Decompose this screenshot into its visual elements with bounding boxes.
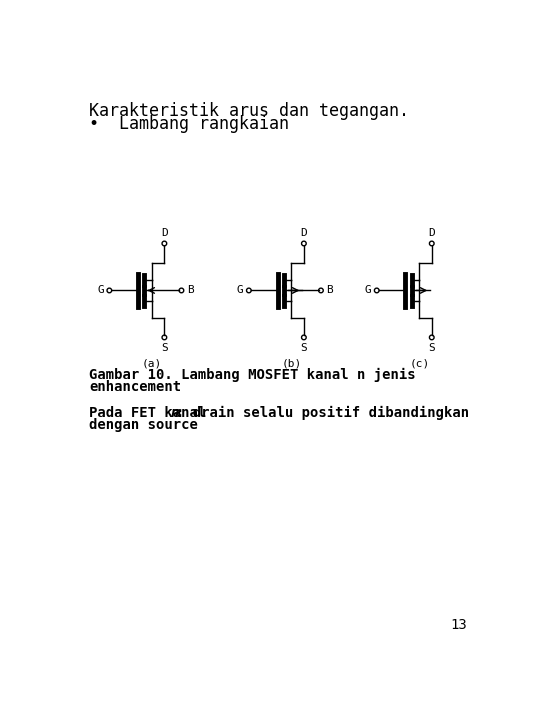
Text: B: B [187,285,194,295]
Text: Pada FET kanal: Pada FET kanal [89,406,215,420]
Text: B: B [326,285,333,295]
Text: G: G [364,285,372,295]
Text: D: D [161,228,168,238]
Text: •  Lambang rangkaian: • Lambang rangkaian [89,115,289,133]
Text: (b): (b) [281,359,302,368]
Text: (a): (a) [142,359,162,368]
Text: : drain selalu positif dibandingkan: : drain selalu positif dibandingkan [176,406,469,420]
Text: D: D [300,228,307,238]
Text: S: S [300,343,307,353]
Text: enhancement: enhancement [89,379,181,394]
Text: G: G [237,285,244,295]
Text: G: G [97,285,104,295]
Text: Karakteristik arus dan tegangan.: Karakteristik arus dan tegangan. [89,102,409,120]
Text: D: D [428,228,435,238]
Text: S: S [428,343,435,353]
Text: (c): (c) [409,359,429,368]
Text: dengan source: dengan source [89,418,198,432]
Text: Gambar 10. Lambang MOSFET kanal n jenis: Gambar 10. Lambang MOSFET kanal n jenis [89,367,416,382]
Text: S: S [161,343,168,353]
Text: 13: 13 [450,618,467,631]
Text: n: n [171,406,179,420]
